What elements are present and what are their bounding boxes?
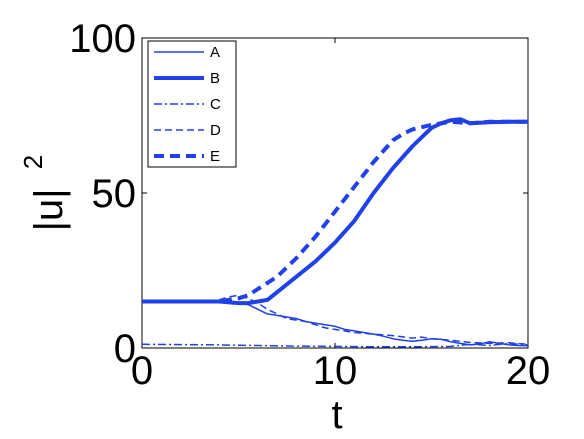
- x-axis-ticks: 0 10 20: [131, 38, 550, 393]
- y-tick-label: 0: [114, 327, 136, 371]
- y-axis-label-superscript: 2: [18, 155, 48, 169]
- y-tick-label: 50: [92, 172, 137, 216]
- x-tick-label: 20: [506, 349, 551, 393]
- legend-label-d: D: [210, 122, 221, 139]
- legend-label-c: C: [210, 96, 221, 113]
- series-line-b: [142, 117, 528, 306]
- y-tick-label: 100: [69, 17, 136, 61]
- y-axis-ticks: 0 50 100: [69, 17, 528, 371]
- legend-label-b: B: [210, 70, 220, 87]
- series-line-d: [142, 294, 529, 346]
- series-layer: [141, 117, 529, 348]
- legend-label-e: E: [210, 148, 220, 165]
- series-line-e: [142, 119, 528, 304]
- series-line-c: [141, 342, 529, 348]
- x-axis-label: t: [331, 393, 342, 437]
- legend-label-a: A: [210, 44, 220, 61]
- y-axis-label-group: |u| 2: [18, 155, 71, 232]
- x-tick-label: 10: [313, 349, 358, 393]
- y-axis-label: |u|: [27, 188, 71, 231]
- x-tick-label: 0: [131, 349, 153, 393]
